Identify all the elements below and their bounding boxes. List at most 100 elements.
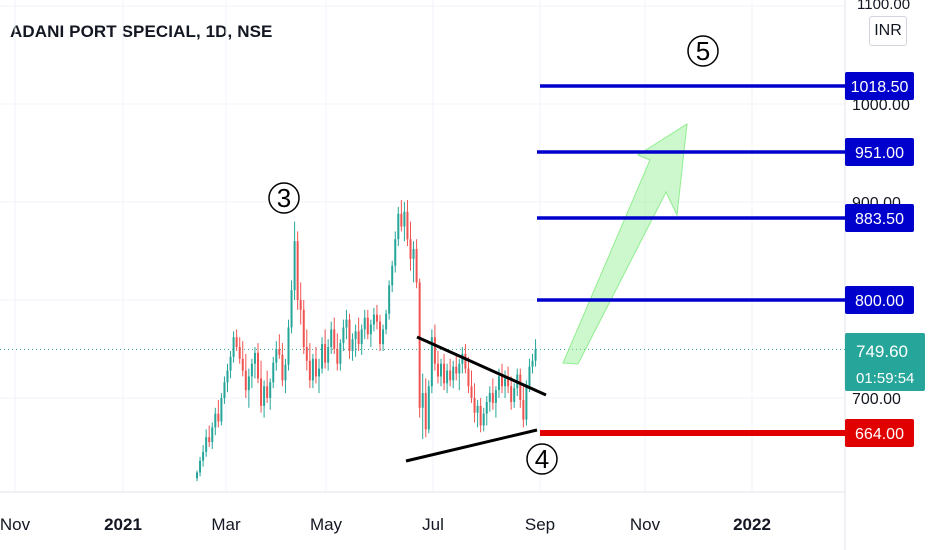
candle-body bbox=[415, 249, 418, 283]
countdown-label: 01:59:54 bbox=[856, 370, 914, 387]
candle bbox=[531, 353, 534, 374]
candle bbox=[220, 393, 223, 426]
candle bbox=[238, 337, 241, 364]
currency-badge[interactable]: INR bbox=[869, 16, 907, 46]
wave-5-circle bbox=[687, 35, 719, 67]
candle-body bbox=[202, 451, 205, 461]
candle bbox=[400, 200, 403, 232]
candle bbox=[421, 373, 424, 440]
candle-body bbox=[436, 363, 439, 377]
candle bbox=[418, 278, 421, 418]
candle-body bbox=[424, 393, 427, 430]
candle bbox=[397, 206, 400, 247]
candle bbox=[299, 282, 302, 325]
candle bbox=[467, 356, 470, 394]
candle-body bbox=[278, 349, 281, 355]
candle bbox=[351, 333, 354, 361]
x-tick-label: 2022 bbox=[733, 515, 771, 534]
candle bbox=[479, 398, 482, 433]
candle-body bbox=[339, 343, 342, 364]
candle bbox=[507, 366, 510, 394]
candle bbox=[336, 333, 339, 371]
candle bbox=[247, 368, 250, 408]
candle bbox=[348, 313, 351, 359]
candle bbox=[202, 445, 205, 467]
candle-body bbox=[360, 329, 363, 345]
candle bbox=[391, 260, 394, 293]
triangle-lower-line bbox=[405, 428, 538, 463]
candle-body bbox=[299, 300, 302, 310]
candle bbox=[308, 343, 311, 389]
candle-body bbox=[385, 313, 388, 330]
level-price-box bbox=[845, 72, 914, 100]
candle-body bbox=[336, 349, 339, 364]
candle bbox=[211, 422, 214, 449]
candle bbox=[379, 314, 381, 351]
wave-3: 3 bbox=[268, 182, 300, 214]
candle-body bbox=[522, 399, 525, 420]
candle bbox=[321, 337, 324, 374]
candle-body bbox=[205, 437, 208, 452]
candle bbox=[363, 309, 366, 340]
candle bbox=[314, 347, 317, 384]
level-price-label: 951.00 bbox=[855, 145, 904, 162]
candle bbox=[366, 309, 369, 340]
candle bbox=[208, 425, 211, 447]
candle bbox=[266, 370, 269, 403]
candle-body bbox=[296, 241, 299, 300]
candle-body bbox=[281, 354, 284, 381]
candle-body bbox=[455, 366, 458, 374]
candle-body bbox=[253, 352, 256, 364]
candle bbox=[424, 378, 427, 438]
candle-body bbox=[394, 239, 397, 266]
candle-body bbox=[497, 376, 500, 391]
candle bbox=[476, 399, 479, 428]
candle bbox=[488, 386, 491, 412]
candle-body bbox=[314, 358, 317, 377]
candle-body bbox=[345, 319, 348, 328]
candle-body bbox=[263, 386, 266, 406]
candle bbox=[318, 358, 320, 394]
candle bbox=[461, 347, 464, 374]
candle bbox=[223, 376, 226, 404]
candle-body bbox=[488, 393, 491, 402]
candle bbox=[217, 399, 220, 428]
candle-body bbox=[507, 378, 510, 387]
candle bbox=[226, 363, 229, 393]
candle bbox=[253, 347, 256, 379]
candle-body bbox=[348, 319, 351, 351]
x-tick-label: Nov bbox=[630, 515, 661, 534]
candle bbox=[409, 221, 412, 271]
candle-body bbox=[372, 314, 375, 325]
candle bbox=[482, 407, 485, 432]
candle-body bbox=[470, 386, 473, 398]
candle-body bbox=[375, 314, 378, 322]
candle-body bbox=[430, 337, 433, 387]
candle-body bbox=[305, 347, 308, 361]
x-tick-label: May bbox=[310, 515, 343, 534]
candle-body bbox=[357, 331, 360, 345]
candle bbox=[257, 343, 259, 384]
candle bbox=[199, 456, 202, 477]
candle-body bbox=[494, 390, 497, 403]
price-axis-labels: 1018.50 951.00 883.50 800.00 664.00 749.60 01:… bbox=[845, 72, 925, 447]
wave-4: 4 bbox=[526, 443, 558, 475]
candle bbox=[342, 319, 345, 351]
candle-body bbox=[446, 370, 449, 384]
candle-body bbox=[391, 265, 394, 286]
candle-body bbox=[379, 321, 381, 345]
candle-body bbox=[467, 368, 470, 387]
candle-body bbox=[501, 376, 503, 387]
candle-body bbox=[214, 413, 217, 428]
wave-4-label: 4 bbox=[535, 444, 549, 474]
candle bbox=[522, 386, 525, 428]
candle bbox=[388, 280, 391, 320]
candle-body bbox=[427, 386, 430, 430]
candle bbox=[449, 358, 452, 387]
candle-body bbox=[534, 349, 537, 361]
candle-body bbox=[311, 358, 314, 381]
candle-body bbox=[388, 285, 391, 314]
x-tick-label: 2021 bbox=[104, 515, 142, 534]
candle bbox=[534, 339, 537, 367]
